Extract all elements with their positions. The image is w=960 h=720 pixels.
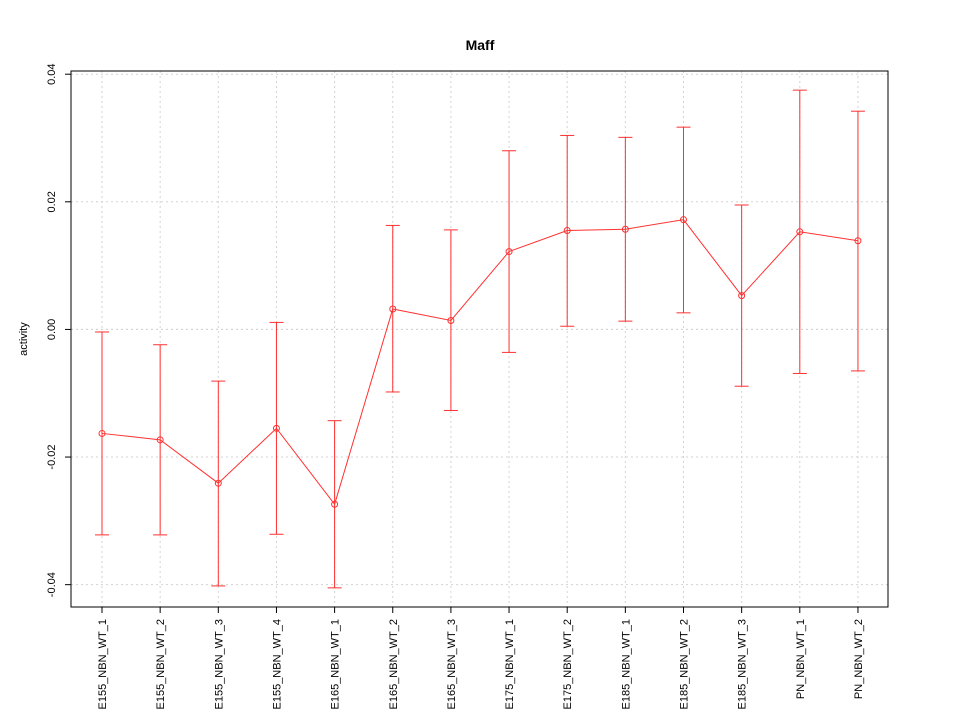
plot-frame — [70, 70, 889, 608]
x-tick-label: E185_NBN_WT_2 — [679, 619, 691, 710]
x-tick-label: E165_NBN_WT_2 — [388, 619, 400, 710]
x-tick-label: E155_NBN_WT_2 — [155, 619, 167, 710]
data-point — [447, 316, 455, 324]
data-points — [98, 216, 862, 508]
grid-layer — [71, 71, 888, 607]
y-axis-label: activity — [18, 322, 30, 356]
x-tick-label: E155_NBN_WT_4 — [271, 619, 283, 710]
y-tick-label: 0.02 — [46, 191, 58, 212]
data-point — [331, 500, 339, 508]
data-point — [854, 237, 862, 245]
x-tick-label: E175_NBN_WT_2 — [562, 619, 574, 710]
data-point — [156, 436, 164, 444]
data-point — [389, 305, 397, 313]
data-point — [621, 225, 629, 233]
data-point — [98, 429, 106, 437]
data-point — [505, 248, 513, 256]
data-point — [796, 228, 804, 236]
y-tick-label: 0.00 — [46, 319, 58, 340]
x-tick-label: E155_NBN_WT_1 — [97, 619, 109, 710]
chart-title: Maff — [466, 37, 495, 53]
x-tick-label: PN_NBN_WT_1 — [795, 619, 807, 699]
x-axis: E155_NBN_WT_1 E155_NBN_WT_2 E155_NBN_WT_3 E… — [97, 607, 865, 710]
x-tick-label: E165_NBN_WT_1 — [330, 619, 342, 710]
data-point — [272, 424, 280, 432]
series-line — [101, 219, 859, 506]
y-tick-label: -0.04 — [46, 572, 58, 597]
x-tick-label: E175_NBN_WT_1 — [504, 619, 516, 710]
x-tick-label: E165_NBN_WT_3 — [446, 619, 458, 710]
data-point — [563, 227, 571, 235]
data-point — [214, 479, 222, 487]
data-point — [738, 292, 746, 300]
x-tick-label: E155_NBN_WT_3 — [213, 619, 225, 710]
data-point — [680, 216, 687, 224]
y-axis: -0.04 -0.02 0.00 0.02 0.04 — [46, 63, 71, 597]
y-tick-label: -0.02 — [46, 445, 58, 470]
y-tick-label: 0.04 — [46, 63, 58, 84]
error-bars — [95, 89, 865, 589]
x-tick-label: E185_NBN_WT_1 — [620, 619, 632, 710]
x-tick-label: PN_NBN_WT_2 — [853, 619, 865, 699]
x-tick-label: E185_NBN_WT_3 — [737, 619, 749, 710]
